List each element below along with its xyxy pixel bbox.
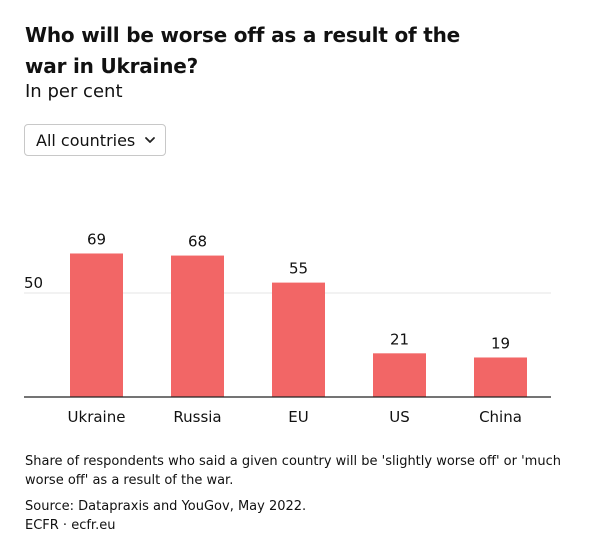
chevron-down-icon xyxy=(145,137,155,143)
x-tick-label: Russia xyxy=(173,408,221,426)
bar xyxy=(70,253,123,397)
x-tick-label: China xyxy=(479,408,522,426)
country-filter-dropdown[interactable]: All countries xyxy=(24,124,166,156)
chart-subtitle: In per cent xyxy=(25,81,123,102)
chart-credit: ECFR · ecfr.eu xyxy=(25,518,116,533)
data-label: 69 xyxy=(87,230,106,248)
x-tick-label: US xyxy=(389,408,410,426)
x-tick-label: Ukraine xyxy=(68,408,126,426)
data-label: 19 xyxy=(491,334,510,352)
data-label: 21 xyxy=(390,330,409,348)
bar-chart: 50 69 Ukraine 68 Russia 55 EU 21 US 19 China xyxy=(24,230,551,426)
bar xyxy=(373,353,426,397)
y-tick-label: 50 xyxy=(24,274,43,292)
chart-footnote: Share of respondents who said a given co… xyxy=(25,454,561,488)
bar xyxy=(171,255,224,397)
bar xyxy=(272,282,325,397)
x-tick-label: EU xyxy=(288,408,308,426)
chart-source: Source: Datapraxis and YouGov, May 2022. xyxy=(25,499,307,514)
chart-title: Who will be worse off as a result of the… xyxy=(25,23,461,78)
country-filter-value: All countries xyxy=(36,130,136,150)
data-label: 55 xyxy=(289,260,308,278)
bar xyxy=(474,357,527,397)
data-label: 68 xyxy=(188,233,207,251)
